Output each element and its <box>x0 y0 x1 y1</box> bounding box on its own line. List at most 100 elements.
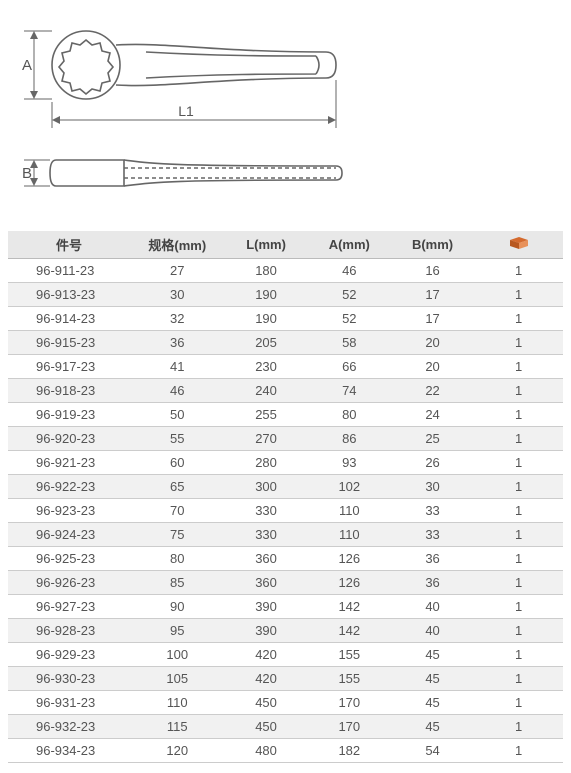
cell-spec: 120 <box>130 739 224 763</box>
cell-pkg: 1 <box>474 691 563 715</box>
th-b: B(mm) <box>391 231 474 259</box>
cell-a: 93 <box>308 451 391 475</box>
cell-l: 240 <box>224 379 307 403</box>
th-a: A(mm) <box>308 231 391 259</box>
cell-a: 170 <box>308 691 391 715</box>
cell-pkg: 1 <box>474 475 563 499</box>
cell-spec: 46 <box>130 379 224 403</box>
dim-label-b: B <box>22 165 32 182</box>
cell-part: 96-911-23 <box>8 259 130 283</box>
cell-b: 45 <box>391 715 474 739</box>
cell-b: 33 <box>391 499 474 523</box>
cell-pkg: 1 <box>474 379 563 403</box>
cell-pkg: 1 <box>474 259 563 283</box>
cell-l: 330 <box>224 499 307 523</box>
spec-table: 件号 规格(mm) L(mm) A(mm) B(mm) 96-911-23271… <box>8 231 563 763</box>
cell-b: 20 <box>391 355 474 379</box>
cell-part: 96-925-23 <box>8 547 130 571</box>
table-row: 96-918-234624074221 <box>8 379 563 403</box>
cell-spec: 55 <box>130 427 224 451</box>
cell-spec: 80 <box>130 547 224 571</box>
table-row: 96-917-234123066201 <box>8 355 563 379</box>
table-row: 96-923-2370330110331 <box>8 499 563 523</box>
cell-l: 270 <box>224 427 307 451</box>
table-row: 96-934-23120480182541 <box>8 739 563 763</box>
cell-part: 96-917-23 <box>8 355 130 379</box>
cell-l: 190 <box>224 283 307 307</box>
table-row: 96-930-23105420155451 <box>8 667 563 691</box>
cell-pkg: 1 <box>474 427 563 451</box>
table-row: 96-926-2385360126361 <box>8 571 563 595</box>
cell-a: 80 <box>308 403 391 427</box>
cell-spec: 50 <box>130 403 224 427</box>
table-row: 96-913-233019052171 <box>8 283 563 307</box>
th-spec: 规格(mm) <box>130 231 224 259</box>
cell-b: 17 <box>391 283 474 307</box>
cell-pkg: 1 <box>474 523 563 547</box>
cell-part: 96-920-23 <box>8 427 130 451</box>
cell-l: 180 <box>224 259 307 283</box>
table-row: 96-914-233219052171 <box>8 307 563 331</box>
cell-pkg: 1 <box>474 307 563 331</box>
cell-spec: 100 <box>130 643 224 667</box>
cell-b: 16 <box>391 259 474 283</box>
cell-a: 142 <box>308 619 391 643</box>
cell-a: 52 <box>308 307 391 331</box>
cell-l: 280 <box>224 451 307 475</box>
cell-part: 96-915-23 <box>8 331 130 355</box>
table-row: 96-921-236028093261 <box>8 451 563 475</box>
cell-b: 17 <box>391 307 474 331</box>
cell-l: 420 <box>224 643 307 667</box>
cell-l: 420 <box>224 667 307 691</box>
cell-b: 45 <box>391 667 474 691</box>
th-l: L(mm) <box>224 231 307 259</box>
cell-b: 54 <box>391 739 474 763</box>
cell-a: 102 <box>308 475 391 499</box>
cell-pkg: 1 <box>474 331 563 355</box>
cell-pkg: 1 <box>474 571 563 595</box>
cell-pkg: 1 <box>474 667 563 691</box>
table-row: 96-911-232718046161 <box>8 259 563 283</box>
cell-part: 96-934-23 <box>8 739 130 763</box>
cell-b: 40 <box>391 595 474 619</box>
cell-b: 22 <box>391 379 474 403</box>
table-header-row: 件号 规格(mm) L(mm) A(mm) B(mm) <box>8 231 563 259</box>
cell-b: 25 <box>391 427 474 451</box>
th-part: 件号 <box>8 231 130 259</box>
cell-spec: 70 <box>130 499 224 523</box>
table-row: 96-924-2375330110331 <box>8 523 563 547</box>
table-row: 96-931-23110450170451 <box>8 691 563 715</box>
cell-l: 230 <box>224 355 307 379</box>
cell-part: 96-930-23 <box>8 667 130 691</box>
cell-a: 58 <box>308 331 391 355</box>
cell-l: 450 <box>224 691 307 715</box>
cell-pkg: 1 <box>474 283 563 307</box>
cell-part: 96-926-23 <box>8 571 130 595</box>
cell-b: 45 <box>391 643 474 667</box>
cell-l: 360 <box>224 571 307 595</box>
cell-a: 110 <box>308 523 391 547</box>
cell-pkg: 1 <box>474 739 563 763</box>
cell-a: 126 <box>308 571 391 595</box>
cell-part: 96-924-23 <box>8 523 130 547</box>
cell-b: 30 <box>391 475 474 499</box>
cell-part: 96-918-23 <box>8 379 130 403</box>
cell-b: 36 <box>391 571 474 595</box>
cell-part: 96-927-23 <box>8 595 130 619</box>
cell-pkg: 1 <box>474 619 563 643</box>
cell-spec: 30 <box>130 283 224 307</box>
dimension-diagram: A L1 B <box>8 10 563 231</box>
cell-b: 20 <box>391 331 474 355</box>
cell-a: 170 <box>308 715 391 739</box>
table-row: 96-932-23115450170451 <box>8 715 563 739</box>
cell-b: 36 <box>391 547 474 571</box>
cell-part: 96-931-23 <box>8 691 130 715</box>
package-icon <box>510 237 528 249</box>
cell-pkg: 1 <box>474 715 563 739</box>
cell-l: 255 <box>224 403 307 427</box>
cell-a: 126 <box>308 547 391 571</box>
cell-a: 155 <box>308 643 391 667</box>
cell-l: 190 <box>224 307 307 331</box>
table-row: 96-928-2395390142401 <box>8 619 563 643</box>
cell-a: 182 <box>308 739 391 763</box>
